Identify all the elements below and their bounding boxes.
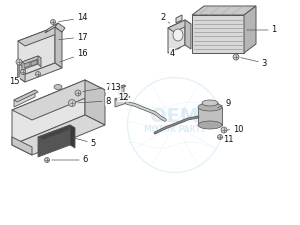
Text: 16: 16 bbox=[60, 50, 87, 62]
Circle shape bbox=[68, 99, 76, 106]
Polygon shape bbox=[38, 125, 75, 140]
Polygon shape bbox=[119, 85, 124, 95]
Polygon shape bbox=[12, 115, 105, 155]
Text: 13: 13 bbox=[110, 83, 121, 92]
Polygon shape bbox=[12, 137, 32, 155]
Polygon shape bbox=[115, 95, 130, 101]
Text: 2: 2 bbox=[160, 14, 170, 23]
Polygon shape bbox=[12, 80, 85, 145]
Text: MOTOR PARTS: MOTOR PARTS bbox=[144, 124, 206, 133]
Text: 5: 5 bbox=[73, 138, 96, 148]
Text: 17: 17 bbox=[59, 32, 87, 41]
Text: 9: 9 bbox=[218, 99, 231, 108]
Polygon shape bbox=[119, 85, 126, 88]
Polygon shape bbox=[185, 20, 191, 49]
Circle shape bbox=[221, 127, 227, 133]
Ellipse shape bbox=[173, 29, 183, 41]
Polygon shape bbox=[31, 60, 37, 66]
Text: 7: 7 bbox=[83, 83, 111, 92]
Polygon shape bbox=[22, 56, 41, 64]
Text: 6: 6 bbox=[52, 155, 88, 164]
Text: 4: 4 bbox=[169, 47, 181, 58]
Text: 11: 11 bbox=[223, 135, 233, 144]
Polygon shape bbox=[168, 20, 191, 32]
Text: 12: 12 bbox=[118, 92, 128, 101]
Circle shape bbox=[233, 54, 239, 60]
Text: 3: 3 bbox=[241, 58, 267, 68]
Polygon shape bbox=[244, 6, 256, 53]
Text: 8: 8 bbox=[78, 97, 111, 106]
Circle shape bbox=[35, 72, 40, 76]
Ellipse shape bbox=[202, 100, 218, 106]
Text: 15: 15 bbox=[9, 77, 19, 86]
Polygon shape bbox=[115, 95, 127, 107]
Polygon shape bbox=[85, 80, 105, 125]
Polygon shape bbox=[176, 15, 182, 23]
Circle shape bbox=[16, 59, 22, 65]
Circle shape bbox=[50, 20, 56, 25]
Polygon shape bbox=[55, 27, 62, 68]
Polygon shape bbox=[202, 103, 218, 107]
Polygon shape bbox=[45, 23, 58, 33]
Ellipse shape bbox=[54, 85, 62, 90]
Polygon shape bbox=[22, 56, 38, 70]
Text: OEM: OEM bbox=[150, 108, 200, 126]
Text: 1: 1 bbox=[247, 25, 277, 34]
Polygon shape bbox=[198, 107, 222, 125]
Polygon shape bbox=[18, 63, 25, 82]
Ellipse shape bbox=[198, 103, 222, 111]
Polygon shape bbox=[12, 80, 105, 120]
Text: 14: 14 bbox=[59, 14, 87, 22]
Polygon shape bbox=[18, 27, 55, 77]
Circle shape bbox=[20, 70, 26, 74]
Polygon shape bbox=[192, 6, 256, 15]
Polygon shape bbox=[24, 62, 30, 68]
Circle shape bbox=[75, 90, 81, 96]
Circle shape bbox=[44, 158, 50, 162]
Polygon shape bbox=[18, 27, 62, 46]
Ellipse shape bbox=[198, 121, 222, 129]
Circle shape bbox=[218, 135, 223, 140]
Text: 10: 10 bbox=[227, 124, 243, 133]
Polygon shape bbox=[55, 23, 65, 32]
Polygon shape bbox=[18, 63, 62, 82]
Polygon shape bbox=[192, 15, 244, 53]
Polygon shape bbox=[168, 20, 185, 53]
Polygon shape bbox=[14, 90, 38, 102]
Polygon shape bbox=[14, 90, 35, 107]
Polygon shape bbox=[38, 56, 41, 67]
Polygon shape bbox=[38, 125, 70, 157]
Polygon shape bbox=[70, 125, 75, 148]
